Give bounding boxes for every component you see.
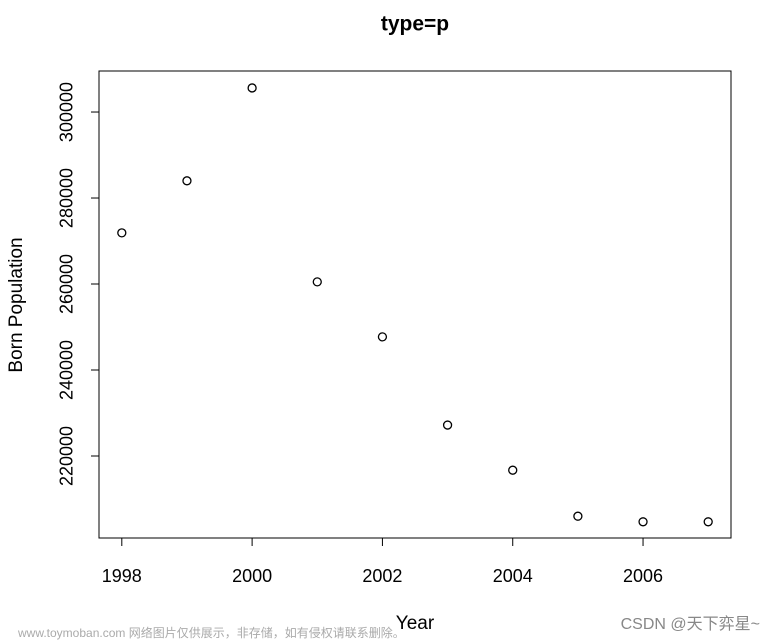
x-tick-label: 2002 — [362, 566, 402, 586]
point — [247, 83, 257, 93]
x-tick-label: 2000 — [232, 566, 272, 586]
point — [442, 420, 453, 430]
y-tick-label: 240000 — [57, 340, 77, 400]
point — [703, 517, 713, 527]
x-tick-label: 2006 — [623, 566, 663, 586]
watermark: CSDN @天下弈星~ — [621, 615, 760, 633]
y-tick-label: 260000 — [57, 254, 77, 314]
point — [377, 332, 388, 342]
chart-title: type=p — [381, 13, 449, 36]
point — [508, 465, 518, 475]
x-axis-label: Year — [396, 613, 435, 634]
x-tick-label: 2004 — [493, 566, 533, 586]
y-tick-label: 280000 — [57, 168, 77, 228]
y-tick-label: 220000 — [57, 426, 77, 486]
y-axis-label: Born Population — [6, 237, 27, 372]
watermark: www.toymoban.com 网络图片仅供展示，非存储，如有侵权请联系删除。 — [17, 625, 405, 640]
x-tick-label: 1998 — [102, 566, 142, 586]
point — [573, 511, 583, 521]
plot-box — [98, 70, 732, 539]
point — [638, 517, 648, 527]
point — [312, 277, 322, 287]
point — [182, 176, 192, 186]
point — [117, 228, 127, 238]
y-tick-label: 300000 — [57, 82, 77, 142]
